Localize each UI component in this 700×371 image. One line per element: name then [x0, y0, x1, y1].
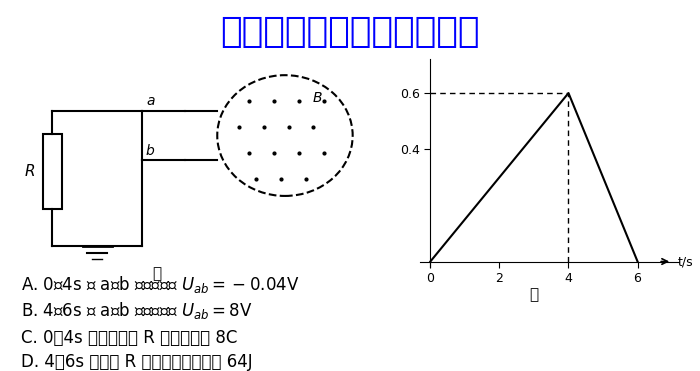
Text: b: b: [146, 144, 155, 158]
Text: t/s: t/s: [678, 255, 693, 268]
Text: R: R: [25, 164, 36, 179]
Text: 微信公众号关注：趣找答案: 微信公众号关注：趣找答案: [220, 15, 480, 49]
Text: 乙: 乙: [529, 287, 538, 302]
Bar: [43, 134, 62, 209]
Text: a: a: [146, 94, 155, 108]
Text: B. 4～6s 内 a、b 间的电势差 $U_{ab}=8$V: B. 4～6s 内 a、b 间的电势差 $U_{ab}=8$V: [21, 300, 253, 321]
Text: B: B: [312, 91, 322, 105]
Text: 甲: 甲: [152, 266, 161, 281]
Text: C. 0～4s 内通过电阻 R 的电荷量为 8C: C. 0～4s 内通过电阻 R 的电荷量为 8C: [21, 329, 237, 347]
Text: D. 4～6s 内电阻 R 上产生的焦耳热为 64J: D. 4～6s 内电阻 R 上产生的焦耳热为 64J: [21, 353, 253, 371]
Text: A. 0～4s 内 a、b 间的电势差 $U_{ab}=-0.04$V: A. 0～4s 内 a、b 间的电势差 $U_{ab}=-0.04$V: [21, 274, 300, 295]
